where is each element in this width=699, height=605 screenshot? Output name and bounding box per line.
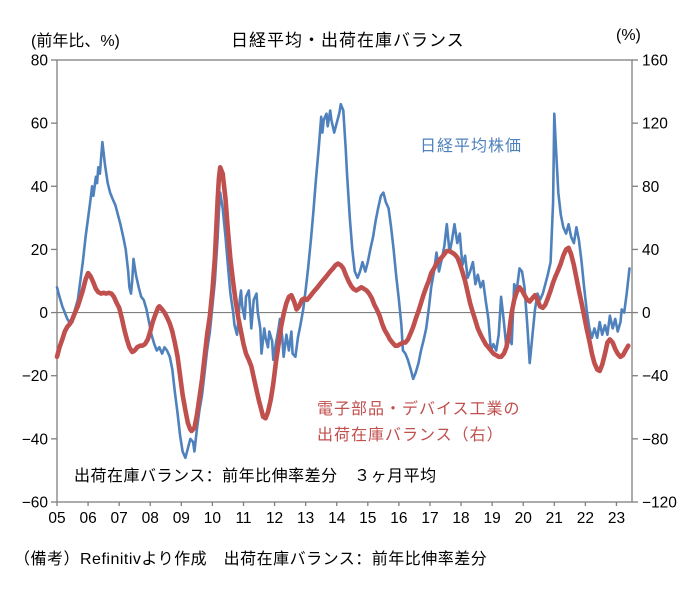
x-axis-tick-label: 14	[328, 510, 346, 527]
x-axis-tick-label: 06	[79, 510, 96, 527]
x-axis-tick-label: 12	[266, 510, 283, 527]
x-axis-tick-label: 16	[390, 510, 407, 527]
left-axis-tick-label: 20	[31, 242, 49, 259]
plot-border	[56, 59, 633, 503]
right-axis-tick-label: −120	[642, 495, 677, 512]
shipment-series-label: 電子部品・デバイス工業の 出荷在庫バランス（右）	[317, 397, 521, 449]
left-axis-tick-label: 60	[31, 116, 49, 133]
nikkei-series-label: 日経平均株価	[420, 138, 523, 155]
x-axis-tick-label: 10	[204, 510, 222, 527]
left-axis-tick-label: −60	[22, 495, 49, 512]
right-axis-tick-label: 40	[642, 242, 660, 259]
x-axis-tick-label: 08	[142, 510, 159, 527]
x-axis-tick-label: 20	[515, 510, 533, 527]
chart-title: 日経平均・出荷在庫バランス	[231, 31, 465, 50]
right-axis-tick-label: 160	[642, 53, 668, 70]
method-note: 出荷在庫バランス：前年比伸率差分 ３ヶ月平均	[74, 468, 437, 485]
x-axis-tick-label: 18	[452, 510, 469, 527]
left-axis-tick-label: 80	[31, 53, 49, 70]
right-axis-tick-label: −80	[642, 431, 669, 448]
left-axis-tick-label: 40	[31, 179, 49, 196]
x-axis-tick-label: 11	[235, 510, 251, 527]
x-axis-tick-label: 09	[173, 510, 190, 527]
x-axis-tick-label: 21	[546, 510, 563, 527]
x-axis-tick-label: 19	[484, 510, 501, 527]
left-axis-tick-label: 0	[39, 305, 48, 322]
right-axis-tick-label: −40	[642, 368, 669, 385]
x-axis-tick-label: 05	[48, 510, 65, 527]
left-axis-unit-label: (前年比、%)	[31, 33, 120, 50]
right-axis-unit-label: (%)	[616, 27, 641, 44]
source-note: （備考）Refinitivより作成 出荷在庫バランス：前年比伸率差分	[14, 551, 488, 568]
shipment-inventory-balance-line	[54, 165, 631, 434]
x-axis-tick-label: 23	[608, 510, 625, 527]
right-axis-tick-label: 120	[642, 116, 668, 133]
nikkei-line	[55, 102, 631, 460]
shipment-series-label-line1: 電子部品・デバイス工業の	[317, 401, 521, 418]
left-axis-tick-label: −40	[22, 431, 49, 448]
right-axis-tick-label: 80	[642, 179, 660, 196]
right-axis-tick-label: 0	[642, 305, 651, 322]
left-axis-tick-label: −20	[22, 368, 49, 385]
x-axis-tick-label: 13	[297, 510, 314, 527]
x-axis-tick-label: 07	[111, 510, 128, 527]
x-axis-tick-label: 17	[421, 510, 438, 527]
x-axis-tick-label: 22	[577, 510, 594, 527]
x-axis-tick-label: 15	[359, 510, 376, 527]
shipment-series-label-line2: 出荷在庫バランス（右）	[317, 427, 504, 444]
